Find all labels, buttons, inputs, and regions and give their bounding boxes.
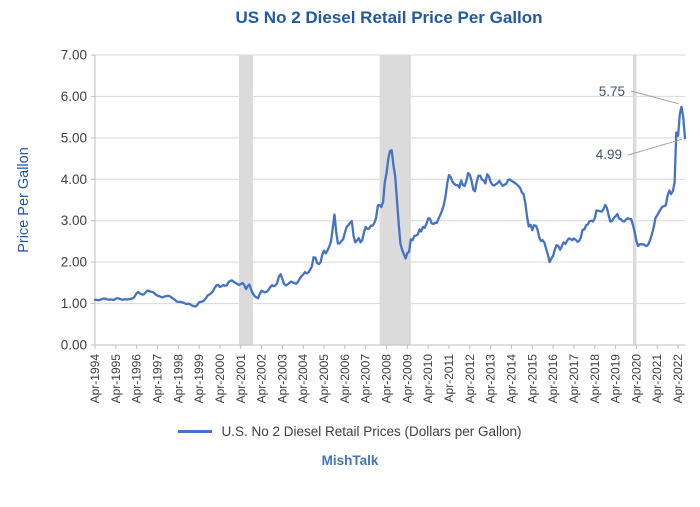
peak-annotation-connector bbox=[630, 90, 679, 105]
x-tick-label: Apr-1998 bbox=[171, 354, 185, 404]
x-tick-label: Apr-2012 bbox=[463, 354, 477, 404]
recession-band bbox=[632, 55, 637, 345]
x-tick-label: Apr-2002 bbox=[255, 354, 269, 404]
recession-band bbox=[379, 55, 411, 345]
x-tick-label: Apr-2019 bbox=[609, 354, 623, 404]
y-tick-label: 7.00 bbox=[61, 48, 87, 63]
x-tick-label: Apr-1997 bbox=[150, 354, 164, 404]
x-tick-label: Apr-1996 bbox=[130, 354, 144, 404]
legend-line-sample bbox=[178, 430, 213, 433]
x-tick-label: Apr-2009 bbox=[400, 354, 414, 404]
x-tick-label: Apr-2000 bbox=[213, 354, 227, 404]
annotation-peak-value: 5.75 bbox=[599, 84, 625, 99]
legend-label: U.S. No 2 Diesel Retail Prices (Dollars … bbox=[221, 424, 522, 439]
x-tick-label: Apr-2021 bbox=[650, 354, 664, 404]
y-tick-label: 6.00 bbox=[61, 89, 87, 104]
footer-brand: MishTalk bbox=[321, 453, 379, 468]
x-tick-label: Apr-2005 bbox=[317, 354, 331, 404]
x-tick-label: Apr-2018 bbox=[588, 354, 602, 404]
y-tick-label: 3.00 bbox=[61, 213, 87, 228]
x-tick-label: Apr-2010 bbox=[421, 354, 435, 404]
y-tick-label: 0.00 bbox=[61, 338, 87, 353]
x-tick-label: Apr-2014 bbox=[504, 354, 518, 404]
x-tick-label: Apr-2011 bbox=[442, 354, 456, 403]
x-tick-label: Apr-2020 bbox=[629, 354, 643, 404]
x-tick-label: Apr-2004 bbox=[296, 354, 310, 404]
x-tick-label: Apr-2003 bbox=[275, 354, 289, 404]
x-tick-label: Apr-2006 bbox=[338, 354, 352, 404]
x-tick-label: Apr-2013 bbox=[484, 354, 498, 404]
x-tick-label: Apr-1999 bbox=[192, 354, 206, 404]
x-tick-label: Apr-2022 bbox=[671, 354, 685, 404]
annotation-last-value: 4.99 bbox=[596, 147, 622, 162]
legend: U.S. No 2 Diesel Retail Prices (Dollars … bbox=[0, 424, 700, 439]
last-annotation-connector bbox=[627, 138, 683, 156]
x-tick-label: Apr-2015 bbox=[525, 354, 539, 404]
x-tick-label: Apr-2007 bbox=[359, 354, 373, 404]
x-tick-label: Apr-1995 bbox=[109, 354, 123, 404]
y-tick-label: 2.00 bbox=[61, 255, 87, 270]
x-tick-label: Apr-2008 bbox=[380, 354, 394, 404]
plot-area: 0.00 1.00 2.00 3.00 4.00 5.00 6.00 7.00 Apr-1994… bbox=[61, 48, 687, 404]
x-tick-label: Apr-2016 bbox=[546, 354, 560, 404]
y-tick-label: 1.00 bbox=[61, 296, 87, 311]
y-tick-label: 5.00 bbox=[61, 130, 87, 145]
y-tick-label: 4.00 bbox=[61, 172, 87, 187]
recession-band bbox=[239, 55, 253, 345]
chart-title: US No 2 Diesel Retail Price Per Gallon bbox=[235, 8, 543, 27]
diesel-price-line bbox=[93, 105, 687, 308]
x-tick-label: Apr-2017 bbox=[567, 354, 581, 404]
x-tick-label: Apr-2001 bbox=[234, 354, 248, 404]
x-tick-label: Apr-1994 bbox=[88, 354, 102, 404]
